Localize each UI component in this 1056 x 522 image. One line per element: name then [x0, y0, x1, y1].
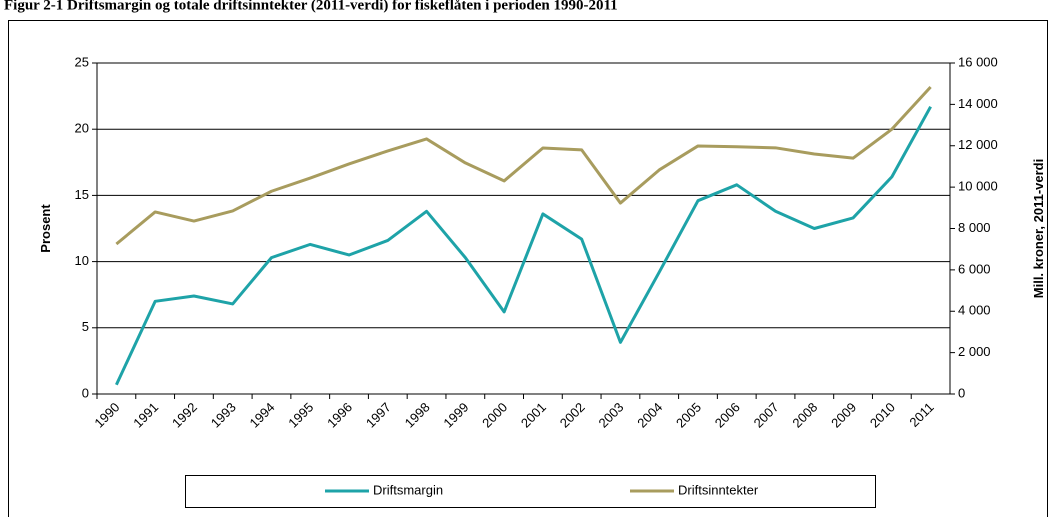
x-tick-label: 1998 — [402, 400, 433, 431]
x-tick-label: 1992 — [169, 400, 200, 431]
chart-title: Figur 2-1 Driftsmargin og totale driftsi… — [4, 0, 618, 13]
y2-tick-label: 14 000 — [958, 96, 998, 111]
y-tick-label: 25 — [75, 54, 89, 69]
y2-tick-label: 0 — [958, 385, 965, 400]
x-tick-label: 2005 — [673, 400, 704, 431]
legend-label: Driftsmargin — [373, 482, 443, 497]
y-tick-label: 5 — [82, 319, 89, 334]
series-line — [115, 85, 932, 246]
x-tick-label: 1990 — [91, 400, 122, 431]
x-tick-label: 2009 — [828, 400, 859, 431]
y2-tick-label: 6 000 — [958, 261, 991, 276]
y2-tick-label: 10 000 — [958, 179, 998, 194]
x-tick-label: 1991 — [130, 400, 161, 431]
x-tick-label: 2000 — [479, 400, 510, 431]
x-tick-label: 2007 — [751, 400, 782, 431]
y2-tick-label: 12 000 — [958, 137, 998, 152]
x-tick-label: 2001 — [518, 400, 549, 431]
frame — [8, 20, 1048, 522]
series-line — [115, 105, 932, 386]
y-tick-label: 0 — [82, 385, 89, 400]
x-tick-label: 2006 — [712, 400, 743, 431]
y-axis-title: Prosent — [38, 204, 53, 253]
x-tick-label: 1994 — [247, 400, 278, 431]
x-tick-label: 1999 — [440, 400, 471, 431]
x-tick-label: 1996 — [324, 400, 355, 431]
y2-tick-label: 2 000 — [958, 344, 991, 359]
x-tick-label: 2003 — [595, 400, 626, 431]
y2-axis-title: Mill. kroner, 2011-verdi — [1031, 159, 1046, 298]
y2-tick-label: 8 000 — [958, 220, 991, 235]
x-tick-label: 2011 — [906, 400, 936, 430]
x-tick-label: 2004 — [634, 400, 665, 431]
x-tick-label: 2008 — [789, 400, 820, 431]
legend-box — [185, 475, 876, 508]
x-tick-label: 2002 — [557, 400, 588, 431]
y2-tick-label: 16 000 — [958, 54, 998, 69]
legend-label: Driftsinntekter — [678, 482, 759, 497]
x-tick-label: 2010 — [867, 400, 898, 431]
y-tick-label: 15 — [75, 187, 89, 202]
y-tick-label: 20 — [75, 121, 89, 136]
y-tick-label: 10 — [75, 253, 89, 268]
y2-tick-label: 4 000 — [958, 303, 991, 318]
x-tick-label: 1997 — [363, 400, 394, 431]
x-tick-label: 1993 — [208, 400, 239, 431]
x-tick-label: 1995 — [285, 400, 316, 431]
